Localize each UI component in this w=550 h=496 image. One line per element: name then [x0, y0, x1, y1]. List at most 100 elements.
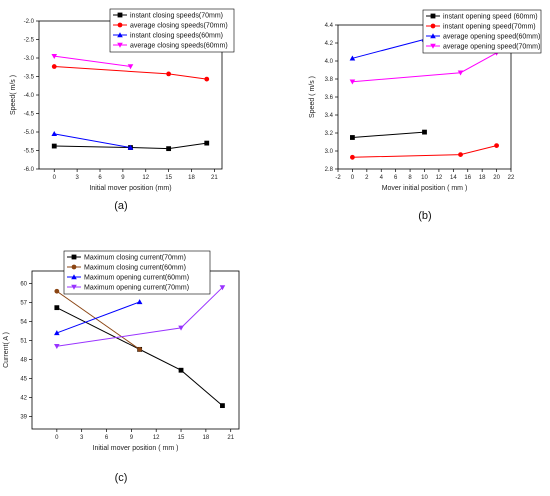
series-2 [350, 143, 499, 160]
legend: Maximum closing current(70mm) Maximum clo… [63, 250, 211, 295]
x-tick-label: 3 [80, 435, 84, 441]
data-point [54, 305, 60, 311]
series-1 [54, 305, 225, 409]
series-line [56, 301, 140, 334]
x-tick-label: 4 [380, 175, 384, 181]
y-tick-label: 4.4 [325, 23, 334, 29]
series-4 [349, 50, 500, 85]
y-tick-label: -6.0 [24, 167, 35, 173]
legend-marker [71, 264, 77, 270]
series-3 [51, 131, 134, 150]
series-line [56, 287, 223, 347]
series-line [352, 131, 425, 138]
data-point [350, 154, 355, 160]
x-axis-label: Initial mover position ( mm ) [93, 445, 179, 452]
legend: instant opening speed (60mm) instant open… [422, 9, 542, 54]
series-line [352, 145, 497, 158]
series-2 [51, 64, 210, 82]
y-tick-label: -5.5 [24, 149, 35, 155]
series-3 [54, 299, 143, 336]
series-2 [54, 288, 143, 352]
x-tick-label: 22 [508, 175, 515, 181]
legend-label: Maximum opening current(70mm) [84, 285, 189, 292]
x-tick-label: 21 [211, 175, 218, 181]
x-tick-label: 18 [203, 435, 210, 441]
y-tick-label: -2.0 [24, 19, 35, 25]
data-point [54, 344, 60, 350]
y-tick-label: 39 [20, 414, 27, 420]
chart-panel-c: 0 3 6 9 12 15 18 21 39 42 45 48 51 54 57 60 Initial move… [3, 250, 240, 484]
legend-box [109, 8, 235, 53]
x-tick-label: 8 [408, 175, 412, 181]
series-line [54, 133, 131, 149]
x-tick-label: 16 [464, 175, 471, 181]
y-tick-label: -4.0 [24, 93, 35, 99]
x-tick-label: 3 [75, 175, 79, 181]
legend-marker [71, 254, 77, 260]
series-line [352, 52, 497, 83]
legend-marker [117, 22, 123, 28]
series-1 [350, 129, 427, 140]
x-tick-label: 0 [351, 175, 355, 181]
legend-marker [71, 284, 77, 290]
legend-label: instant closing speeds(60mm) [130, 33, 223, 40]
legend-marker [430, 43, 436, 49]
x-tick-label: 6 [394, 175, 398, 181]
x-tick-label: -2 [335, 175, 341, 181]
data-point [136, 299, 143, 305]
legend-marker [71, 274, 77, 280]
y-tick-label: 3.6 [325, 95, 334, 101]
y-axis-label: Speed( m/s ) [10, 75, 17, 115]
chart-panel-a: 0 3 6 9 12 15 18 21 -6.0 -5.5 -5.0 -4.5 -4.0 -3.5 -3.0… [10, 8, 235, 212]
data-point [127, 144, 134, 150]
legend-marker [117, 32, 123, 38]
y-tick-label: -5.0 [24, 130, 35, 136]
y-axis-label: Current( A ) [3, 332, 10, 368]
x-axis-label: Initial mover position (mm) [89, 185, 171, 192]
y-tick-label: 4.0 [325, 59, 334, 65]
data-point [494, 143, 499, 149]
x-tick-label: 21 [227, 435, 234, 441]
y-tick-label: 3.8 [325, 77, 334, 83]
legend-box [422, 9, 542, 54]
data-point [51, 143, 57, 149]
legend-label: instant opening speed (60mm) [443, 14, 538, 21]
x-tick-label: 15 [178, 435, 185, 441]
x-tick-label: 6 [98, 175, 102, 181]
panel-label: (a) [114, 200, 127, 212]
legend-marker [430, 33, 436, 39]
data-point [220, 403, 225, 409]
x-tick-label: 18 [479, 175, 486, 181]
y-tick-label: 42 [20, 395, 27, 401]
series-line [56, 307, 223, 406]
legend-label: Maximum closing current(60mm) [84, 265, 186, 272]
x-tick-label: 0 [55, 435, 59, 441]
data-point [51, 53, 58, 59]
x-tick-label: 12 [436, 175, 443, 181]
data-point [166, 146, 172, 152]
data-point [137, 346, 143, 352]
y-tick-label: 60 [20, 282, 27, 288]
data-point [51, 131, 58, 137]
panel-label: (b) [418, 210, 431, 222]
x-tick-label: 18 [188, 175, 195, 181]
legend-label: average opening speed(70mm) [443, 44, 540, 51]
y-tick-label: 4.2 [325, 41, 334, 47]
legend-marker [117, 42, 123, 48]
data-point [350, 135, 355, 140]
x-tick-label: 15 [165, 175, 172, 181]
x-tick-label: 10 [421, 175, 428, 181]
y-tick-label: 51 [20, 339, 27, 345]
legend-label: Maximum opening current(60mm) [84, 275, 189, 282]
y-tick-label: 45 [20, 376, 27, 382]
x-tick-label: 12 [153, 435, 160, 441]
data-point [458, 152, 463, 158]
x-tick-label: 9 [121, 175, 125, 181]
y-tick-label: -4.5 [24, 112, 35, 118]
data-point [349, 55, 356, 61]
data-point [349, 79, 356, 85]
legend-label: Maximum closing current(70mm) [84, 255, 186, 262]
x-axis-label: Mover initial position ( mm ) [382, 185, 468, 192]
